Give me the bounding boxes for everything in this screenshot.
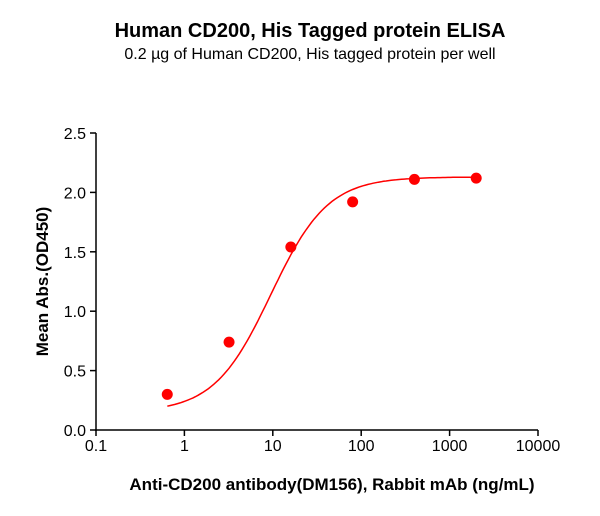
data-point — [223, 336, 235, 348]
y-tick-label: 2.0 — [64, 185, 86, 202]
y-axis-label: Mean Abs.(OD450) — [33, 207, 52, 357]
chart-subtitle: 0.2 µg of Human CD200, His tagged protei… — [124, 46, 496, 63]
x-tick-label: 0.1 — [85, 438, 107, 455]
x-tick-label: 10 — [264, 438, 282, 455]
x-tick-label: 100 — [348, 438, 375, 455]
data-point — [161, 388, 173, 400]
data-point — [285, 241, 297, 253]
y-tick-label: 0.0 — [64, 423, 86, 440]
data-point — [408, 173, 420, 185]
x-tick-label: 1 — [180, 438, 189, 455]
y-tick-label: 0.5 — [64, 364, 86, 381]
x-tick-label: 10000 — [516, 438, 561, 455]
x-axis-label: Anti-CD200 antibody(DM156), Rabbit mAb (… — [129, 475, 534, 494]
y-tick-label: 1.0 — [64, 304, 86, 321]
x-tick-label: 1000 — [432, 438, 468, 455]
data-point — [347, 196, 359, 208]
data-point — [470, 172, 482, 184]
fit-curve — [167, 176, 477, 407]
y-tick-label: 2.5 — [64, 126, 86, 143]
y-tick-label: 1.5 — [64, 245, 86, 262]
chart-title: Human CD200, His Tagged protein ELISA — [114, 20, 506, 42]
